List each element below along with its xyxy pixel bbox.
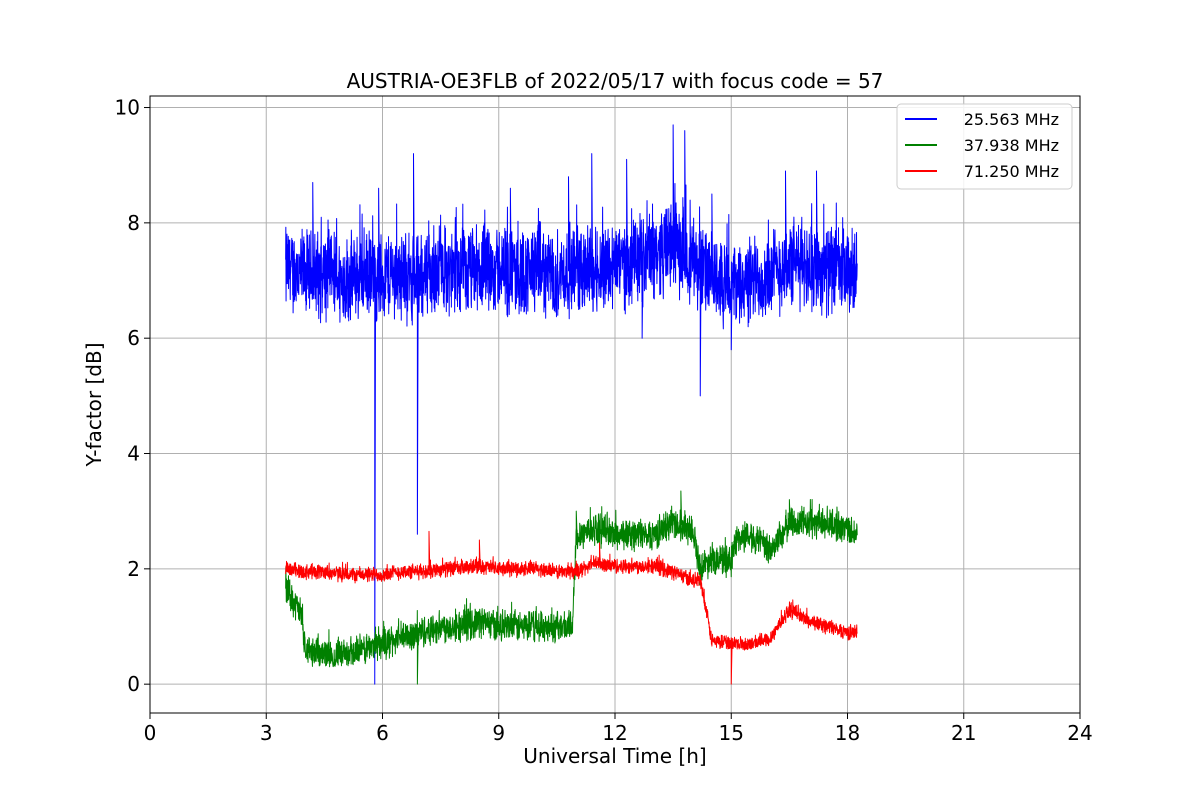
y-axis-label: Y-factor [dB]: [82, 342, 106, 467]
chart-title: AUSTRIA-OE3FLB of 2022/05/17 with focus …: [347, 69, 884, 93]
y-tick-label: 2: [127, 557, 140, 581]
x-tick-label: 15: [719, 721, 744, 745]
series-line-3: [285, 530, 858, 685]
series-line-2: [285, 490, 858, 685]
series-line-1: [285, 124, 858, 685]
x-tick-label: 0: [144, 721, 157, 745]
x-tick-label: 18: [835, 721, 860, 745]
x-tick-label: 3: [260, 721, 273, 745]
x-axis-label: Universal Time [h]: [523, 744, 706, 768]
legend-entry-label: 25.563 MHz: [964, 110, 1059, 129]
x-tick-label: 9: [492, 721, 505, 745]
y-tick-label: 4: [127, 442, 140, 466]
legend-entry-label: 37.938 MHz: [964, 136, 1059, 155]
y-tick-label: 10: [115, 96, 140, 120]
legend-box: [896, 103, 1073, 190]
legend-entry-label: 71.250 MHz: [964, 162, 1059, 181]
x-tick-label: 21: [951, 721, 976, 745]
x-tick-label: 24: [1067, 721, 1092, 745]
y-tick-label: 0: [127, 672, 140, 696]
y-tick-label: 6: [127, 326, 140, 350]
x-tick-label: 6: [376, 721, 389, 745]
legend: 25.563 MHz 37.938 MHz 71.250 MHz: [896, 103, 1073, 190]
x-tick-label: 12: [602, 721, 627, 745]
y-tick-label: 8: [127, 211, 140, 235]
plot-series: [285, 124, 858, 685]
